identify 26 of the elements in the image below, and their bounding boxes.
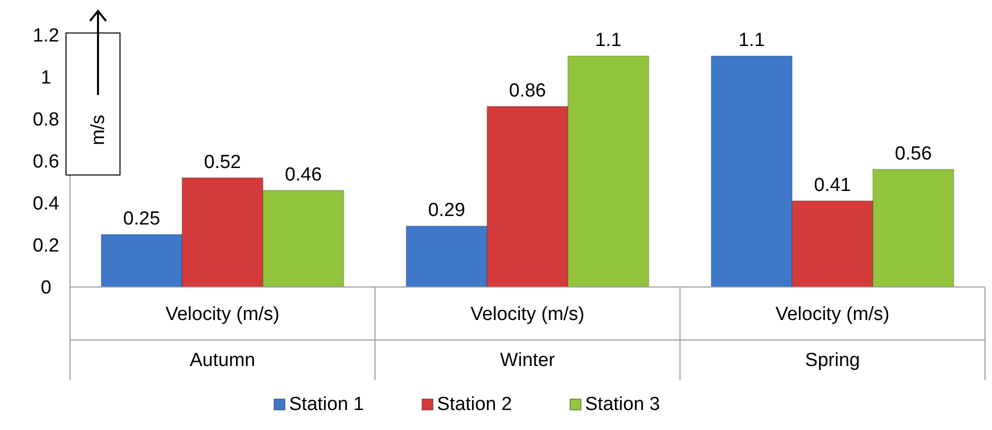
text: Velocity (m/s): [165, 304, 280, 325]
data-label: 0.29: [428, 200, 466, 222]
y-tick-label: 0: [40, 278, 52, 299]
data-label: 1.1: [595, 30, 622, 51]
data-label: 0.56: [894, 143, 932, 164]
y-tick-label: 0.4: [32, 194, 60, 215]
y-tick-label: 1: [40, 68, 52, 89]
x-tick-label: Winter: [500, 350, 556, 371]
text: Velocity (m/s): [470, 304, 585, 325]
data-label: 0.46: [284, 164, 322, 186]
data-label: 0.86: [509, 80, 546, 102]
y-axis-title: m/s: [88, 114, 109, 146]
data-label: 0.25: [123, 208, 160, 230]
text: Velocity (m/s): [775, 304, 890, 325]
x-tick-label: Spring: [805, 350, 860, 371]
legend-label: Station 1: [289, 394, 364, 415]
legend-label: Station 2: [437, 394, 512, 415]
y-tick-label: 0.6: [32, 152, 60, 173]
data-label: 1.1: [738, 30, 765, 51]
x-tick-label: Autumn: [190, 350, 256, 371]
legend-label: Station 3: [585, 394, 660, 415]
y-tick-label: 0.2: [32, 236, 60, 257]
y-tick-label: 1.2: [32, 26, 60, 47]
data-label: 0.52: [204, 152, 241, 173]
data-label: 0.41: [814, 174, 851, 196]
y-tick-label: 0.8: [32, 110, 60, 131]
